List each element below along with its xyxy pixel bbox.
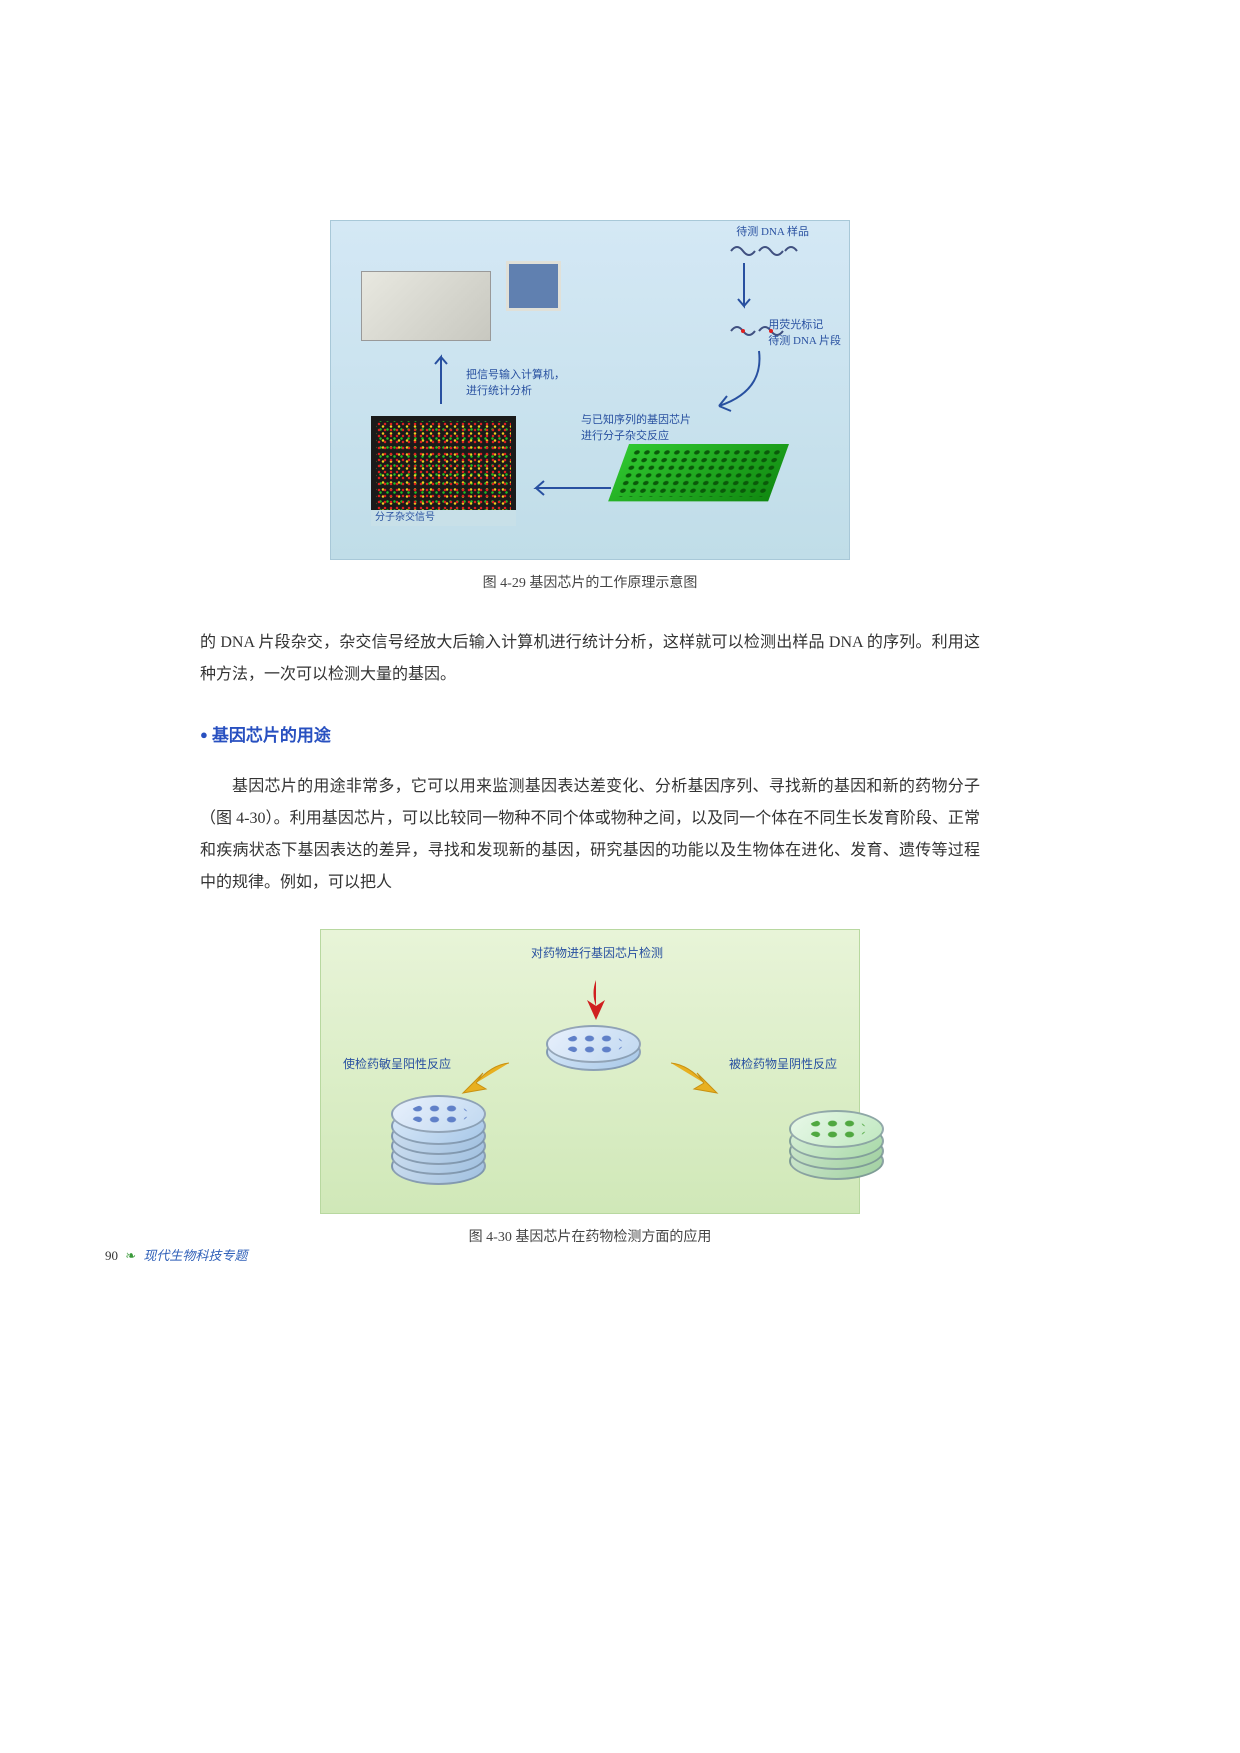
yellow-arrow-right-icon bbox=[664, 1055, 719, 1100]
label-fluoro: 用荧光标记 待测 DNA 片段 bbox=[768, 316, 841, 348]
leaf-icon: ❧ bbox=[125, 1248, 136, 1263]
book-title: 现代生物科技专题 bbox=[143, 1248, 247, 1263]
label-dna-sample: 待测 DNA 样品 bbox=[736, 223, 809, 239]
fig2-label-right: 被检药物呈阴性反应 bbox=[729, 1055, 837, 1072]
down-arrow-icon bbox=[734, 261, 754, 316]
section-heading: 基因芯片的用途 bbox=[200, 721, 980, 746]
red-arrow-icon bbox=[579, 978, 614, 1023]
yellow-arrow-left-icon bbox=[461, 1055, 516, 1100]
scanner-device-icon bbox=[361, 271, 491, 341]
fig2-label-top: 对药物进行基因芯片检测 bbox=[531, 944, 663, 961]
label-hybridization: 与已知序列的基因芯片 进行分子杂交反应 bbox=[581, 411, 691, 443]
figure-1-caption: 图 4-29 基因芯片的工作原理示意图 bbox=[200, 572, 980, 592]
microarray-result-icon: 分子杂交信号 bbox=[371, 416, 516, 526]
figure-2-caption: 图 4-30 基因芯片在药物检测方面的应用 bbox=[200, 1226, 980, 1246]
paragraph-2: 基因芯片的用途非常多，它可以用来监测基因表达差变化、分析基因序列、寻找新的基因和… bbox=[200, 771, 980, 899]
figure-4-30: 对药物进行基因芯片检测 使检药敏呈阳性反应 被检药物呈阴性反应 bbox=[320, 929, 860, 1214]
label-signal-input: 把信号输入计算机， 进行统计分析 bbox=[466, 366, 565, 398]
page-footer: 90 ❧ 现代生物科技专题 bbox=[105, 1245, 247, 1264]
page-number: 90 bbox=[105, 1248, 118, 1263]
gene-chip-icon bbox=[608, 444, 789, 501]
dna-sample-icon bbox=[729, 241, 799, 261]
paragraph-1: 的 DNA 片段杂交，杂交信号经放大后输入计算机进行统计分析，这样就可以检测出样… bbox=[200, 627, 980, 691]
figure-4-29: 待测 DNA 样品 用荧光标记 待测 DNA 片段 把信号输入计算机， 进行统计… bbox=[330, 220, 850, 560]
monitor-icon bbox=[506, 261, 561, 311]
left-arrow-icon bbox=[526, 476, 616, 501]
up-arrow-icon bbox=[431, 349, 451, 409]
label-molecular-signal: 分子杂交信号 bbox=[371, 510, 516, 526]
fig2-label-left: 使检药敏呈阳性反应 bbox=[343, 1055, 451, 1072]
curve-arrow-icon bbox=[709, 346, 769, 416]
